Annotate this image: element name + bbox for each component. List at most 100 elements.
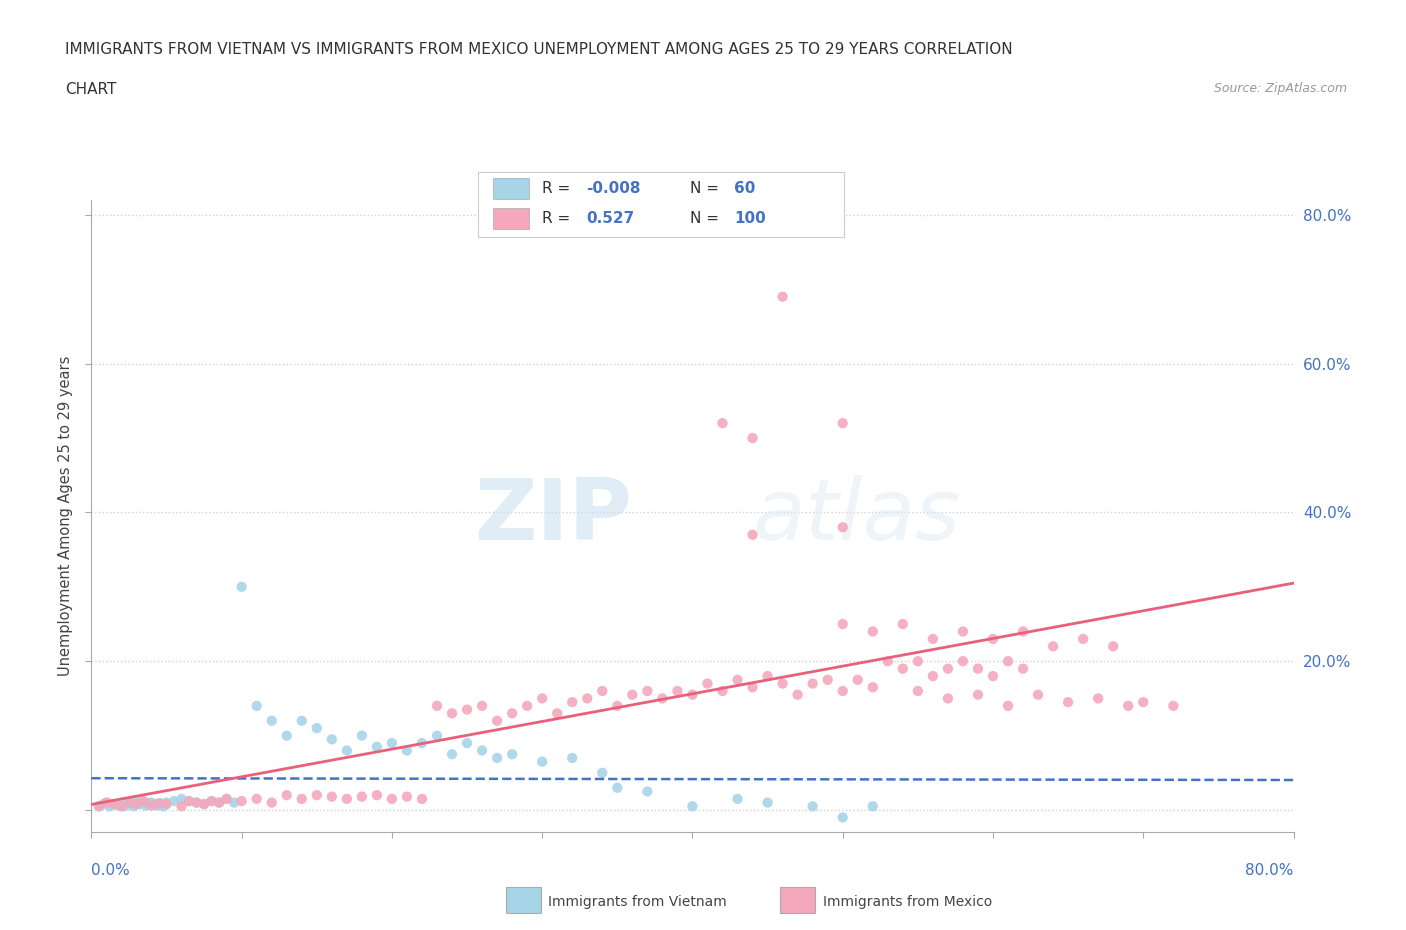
Point	[305, 788, 328, 803]
Point	[727, 791, 749, 806]
Point	[741, 527, 763, 542]
Point	[907, 684, 929, 698]
Point	[366, 739, 388, 754]
Point	[772, 676, 794, 691]
Text: 80.0%: 80.0%	[1246, 863, 1294, 878]
Point	[215, 791, 238, 806]
Point	[291, 713, 314, 728]
Point	[1087, 691, 1109, 706]
Point	[118, 795, 141, 810]
Point	[155, 797, 177, 812]
Text: 0.0%: 0.0%	[91, 863, 131, 878]
Point	[336, 743, 359, 758]
Point	[110, 795, 132, 810]
Point	[486, 713, 509, 728]
Text: R =: R =	[543, 211, 575, 226]
Point	[576, 691, 599, 706]
Point	[862, 799, 884, 814]
Point	[606, 780, 628, 795]
Text: R =: R =	[543, 181, 575, 196]
Point	[110, 799, 132, 814]
Point	[471, 698, 494, 713]
Point	[276, 728, 298, 743]
Point	[997, 654, 1019, 669]
Y-axis label: Unemployment Among Ages 25 to 29 years: Unemployment Among Ages 25 to 29 years	[58, 356, 73, 676]
Point	[170, 799, 193, 814]
Point	[636, 684, 658, 698]
Point	[471, 743, 494, 758]
Point	[696, 676, 718, 691]
Point	[621, 687, 644, 702]
Text: N =: N =	[690, 211, 724, 226]
Point	[138, 796, 160, 811]
Point	[103, 797, 125, 812]
Point	[426, 698, 449, 713]
Point	[831, 520, 853, 535]
Point	[561, 751, 583, 765]
Point	[1026, 687, 1049, 702]
Point	[186, 795, 208, 810]
Point	[155, 795, 177, 810]
Point	[997, 698, 1019, 713]
Point	[96, 795, 118, 810]
Point	[1012, 661, 1035, 676]
Point	[756, 795, 779, 810]
Text: atlas: atlas	[752, 474, 960, 558]
Point	[224, 795, 246, 810]
Point	[208, 795, 231, 810]
Point	[531, 691, 554, 706]
Point	[152, 799, 174, 814]
Point	[125, 797, 148, 812]
Point	[118, 797, 141, 812]
Point	[148, 796, 170, 811]
Point	[134, 798, 156, 813]
Point	[114, 799, 136, 814]
Point	[246, 791, 269, 806]
Point	[862, 624, 884, 639]
Point	[260, 713, 283, 728]
Point	[440, 747, 463, 762]
Bar	[492, 208, 529, 230]
Point	[891, 617, 914, 631]
Point	[1057, 695, 1080, 710]
Point	[381, 736, 404, 751]
Text: 60: 60	[734, 181, 755, 196]
Text: 0.527: 0.527	[586, 211, 634, 226]
Point	[1102, 639, 1125, 654]
Point	[981, 631, 1004, 646]
Point	[741, 680, 763, 695]
Point	[231, 793, 253, 808]
Point	[711, 416, 734, 431]
Point	[201, 793, 224, 808]
Point	[831, 684, 853, 698]
Point	[411, 736, 433, 751]
Point	[93, 797, 115, 812]
Point	[591, 684, 613, 698]
Point	[246, 698, 269, 713]
Point	[103, 797, 125, 812]
Point	[681, 687, 703, 702]
Text: Source: ZipAtlas.com: Source: ZipAtlas.com	[1213, 82, 1347, 95]
Point	[1116, 698, 1139, 713]
Point	[681, 799, 703, 814]
Point	[922, 669, 945, 684]
Point	[561, 695, 583, 710]
Point	[801, 676, 824, 691]
Text: ZIP: ZIP	[475, 474, 633, 558]
Point	[501, 747, 523, 762]
Point	[128, 797, 150, 812]
Point	[772, 289, 794, 304]
Point	[516, 698, 538, 713]
Point	[321, 732, 343, 747]
Point	[231, 579, 253, 594]
Point	[291, 791, 314, 806]
Point	[260, 795, 283, 810]
Point	[149, 796, 172, 811]
Point	[96, 795, 118, 810]
Point	[891, 661, 914, 676]
Point	[350, 728, 373, 743]
Point	[846, 672, 869, 687]
Point	[395, 790, 418, 804]
Point	[350, 790, 373, 804]
Point	[163, 793, 186, 808]
